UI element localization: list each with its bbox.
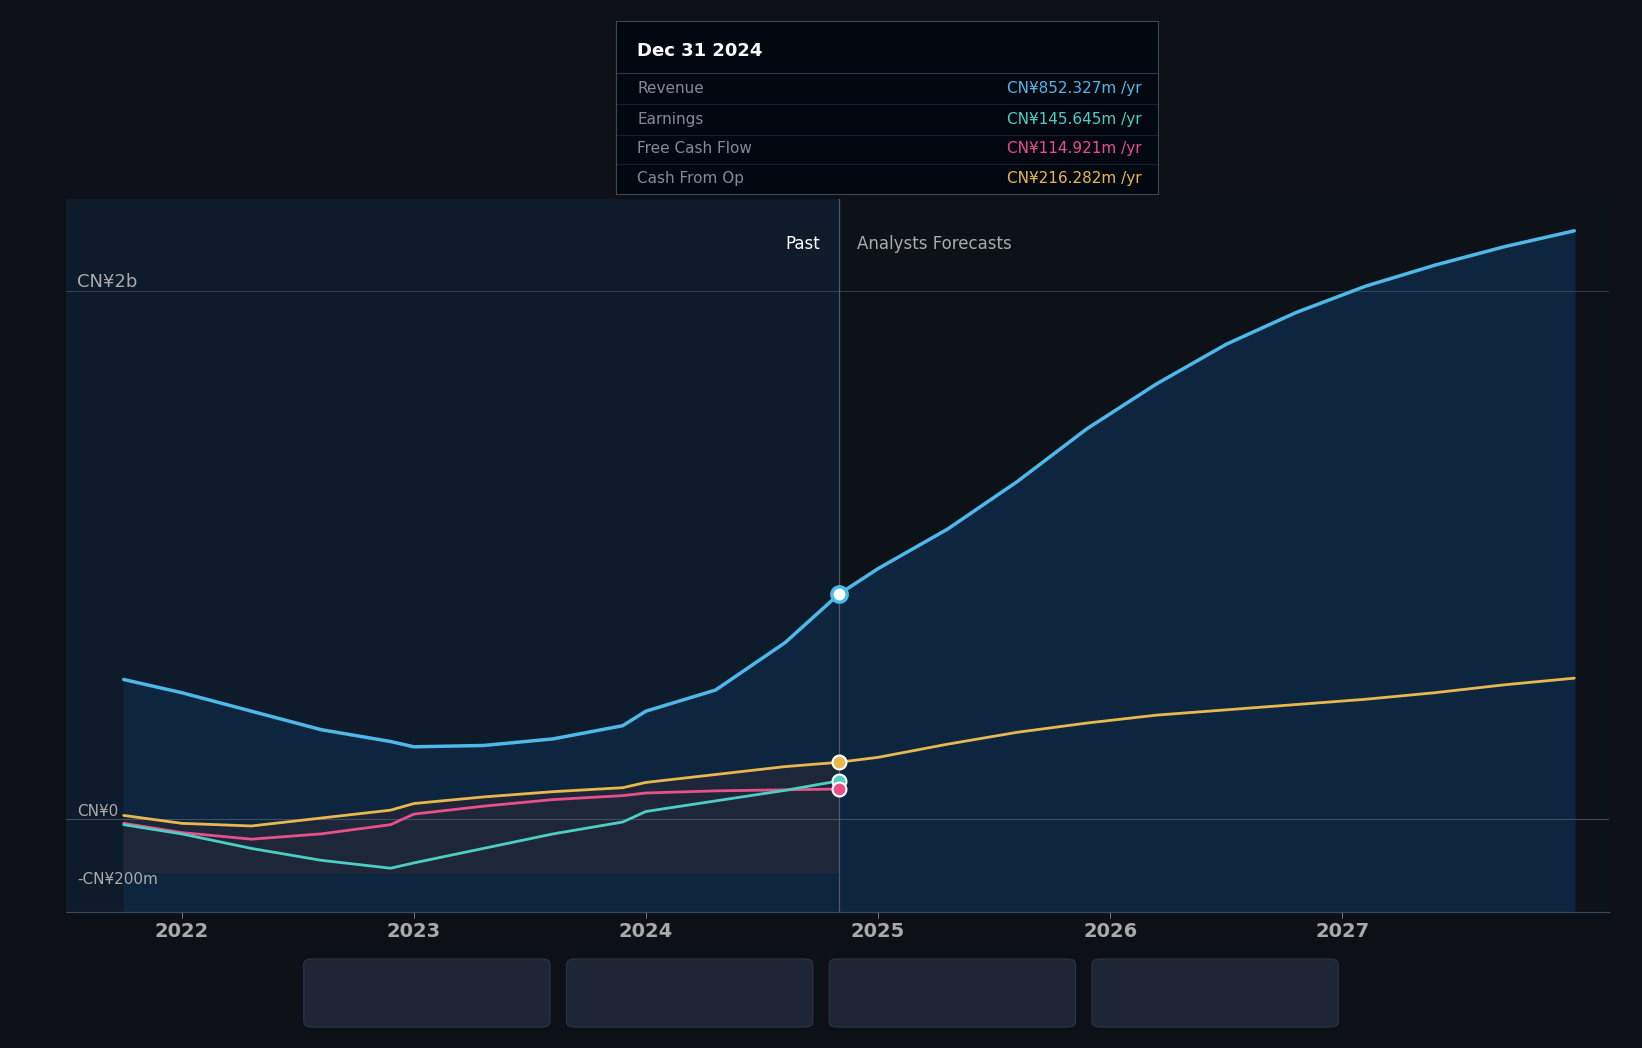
Text: Past: Past — [785, 235, 819, 253]
Text: CN¥216.282m /yr: CN¥216.282m /yr — [1007, 171, 1141, 185]
Text: ●: ● — [859, 983, 875, 1003]
Text: Cash From Op: Cash From Op — [1153, 984, 1269, 1002]
Text: Free Cash Flow: Free Cash Flow — [637, 141, 752, 156]
Text: Dec 31 2024: Dec 31 2024 — [637, 42, 764, 60]
Text: CN¥114.921m /yr: CN¥114.921m /yr — [1007, 141, 1141, 156]
Text: CN¥852.327m /yr: CN¥852.327m /yr — [1007, 81, 1141, 96]
Text: ●: ● — [596, 983, 612, 1003]
Text: Cash From Op: Cash From Op — [637, 171, 744, 185]
Text: Earnings: Earnings — [627, 984, 699, 1002]
Text: CN¥0: CN¥0 — [77, 805, 118, 820]
Text: CN¥2b: CN¥2b — [77, 274, 138, 291]
Text: Earnings: Earnings — [637, 112, 704, 127]
Bar — [839, 199, 1609, 912]
Text: ●: ● — [333, 983, 350, 1003]
Text: Analysts Forecasts: Analysts Forecasts — [857, 235, 1011, 253]
Text: Revenue: Revenue — [637, 81, 704, 96]
Text: Free Cash Flow: Free Cash Flow — [890, 984, 1015, 1002]
Text: CN¥145.645m /yr: CN¥145.645m /yr — [1007, 112, 1141, 127]
Text: Revenue: Revenue — [365, 984, 437, 1002]
Text: ●: ● — [1121, 983, 1138, 1003]
Text: -CN¥200m: -CN¥200m — [77, 872, 158, 888]
